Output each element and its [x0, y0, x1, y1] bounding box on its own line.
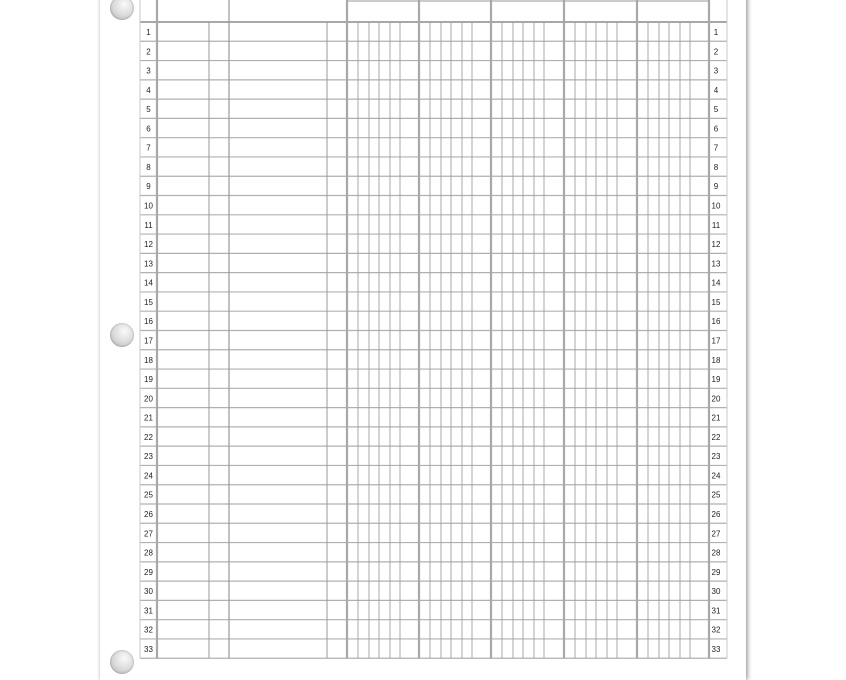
row-number-right: 15 [712, 298, 721, 307]
row-number-left: 16 [144, 317, 153, 326]
row-number-left: 32 [144, 626, 153, 635]
row-number-left: 22 [144, 433, 153, 442]
row-number-left: 20 [144, 394, 153, 403]
row-number-left: 31 [144, 606, 153, 615]
row-number-left: 10 [144, 202, 153, 211]
row-number-left: 30 [144, 587, 153, 596]
row-number-left: 5 [146, 105, 151, 114]
row-number-right: 9 [714, 182, 719, 191]
ledger-sheet [100, 0, 746, 680]
row-number-right: 7 [714, 144, 719, 153]
binder-hole-top [110, 0, 134, 20]
row-number-right: 11 [712, 221, 721, 230]
row-number-left: 2 [146, 47, 151, 56]
row-number-right: 31 [712, 606, 721, 615]
row-number-left: 1 [146, 28, 151, 37]
row-number-right: 1 [714, 28, 719, 37]
row-number-left: 11 [144, 221, 153, 230]
row-number-left: 9 [146, 182, 151, 191]
row-number-left: 19 [144, 375, 153, 384]
row-number-left: 28 [144, 549, 153, 558]
row-number-left: 4 [146, 86, 151, 95]
row-number-right: 8 [714, 163, 719, 172]
row-number-right: 13 [712, 259, 721, 268]
row-number-right: 29 [712, 568, 721, 577]
row-number-left: 29 [144, 568, 153, 577]
binder-hole-middle [110, 323, 134, 347]
row-number-left: 21 [144, 414, 153, 423]
row-number-right: 19 [712, 375, 721, 384]
row-number-right: 20 [712, 394, 721, 403]
row-number-right: 10 [712, 202, 721, 211]
row-number-left: 23 [144, 452, 153, 461]
row-number-right: 27 [712, 529, 721, 538]
row-number-right: 33 [712, 645, 721, 654]
row-number-right: 4 [714, 86, 719, 95]
row-number-right: 14 [712, 279, 721, 288]
row-number-right: 24 [712, 471, 721, 480]
row-number-right: 3 [714, 67, 719, 76]
row-number-left: 24 [144, 471, 153, 480]
row-number-right: 28 [712, 549, 721, 558]
row-number-right: 21 [712, 414, 721, 423]
row-number-right: 2 [714, 47, 719, 56]
row-number-left: 3 [146, 67, 151, 76]
row-number-left: 25 [144, 491, 153, 500]
row-number-right: 17 [712, 336, 721, 345]
row-number-left: 6 [146, 124, 151, 133]
row-number-left: 17 [144, 336, 153, 345]
row-number-left: 18 [144, 356, 153, 365]
row-number-right: 32 [712, 626, 721, 635]
row-number-left: 27 [144, 529, 153, 538]
row-number-right: 25 [712, 491, 721, 500]
row-number-left: 7 [146, 144, 151, 153]
row-number-right: 18 [712, 356, 721, 365]
row-number-left: 33 [144, 645, 153, 654]
row-number-right: 23 [712, 452, 721, 461]
row-number-right: 12 [712, 240, 721, 249]
row-number-right: 5 [714, 105, 719, 114]
row-number-left: 13 [144, 259, 153, 268]
row-number-right: 16 [712, 317, 721, 326]
row-number-right: 26 [712, 510, 721, 519]
row-number-left: 8 [146, 163, 151, 172]
row-number-left: 12 [144, 240, 153, 249]
row-number-left: 14 [144, 279, 153, 288]
row-number-right: 6 [714, 124, 719, 133]
row-number-left: 26 [144, 510, 153, 519]
row-number-right: 30 [712, 587, 721, 596]
row-number-right: 22 [712, 433, 721, 442]
row-number-left: 15 [144, 298, 153, 307]
